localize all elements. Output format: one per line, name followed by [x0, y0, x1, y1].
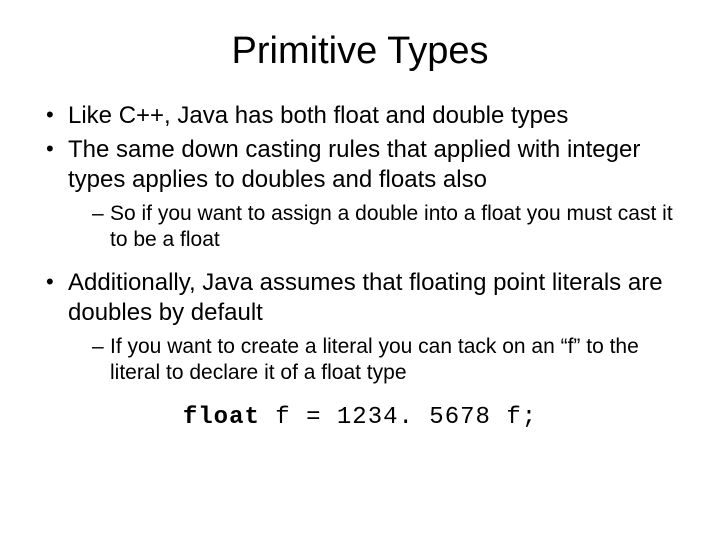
bullet-item: Like C++, Java has both float and double… — [46, 101, 680, 131]
sub-bullet-item: So if you want to assign a double into a… — [92, 201, 680, 254]
code-keyword: float — [183, 404, 260, 431]
code-rest: f = 1234. 5678 f; — [260, 404, 537, 431]
code-example: float f = 1234. 5678 f; — [40, 404, 680, 431]
sub-bullet-list: So if you want to assign a double into a… — [68, 201, 680, 254]
bullet-item: Additionally, Java assumes that floating… — [46, 268, 680, 387]
sub-bullet-list: If you want to create a literal you can … — [68, 334, 680, 387]
bullet-item: The same down casting rules that applied… — [46, 135, 680, 254]
slide-title: Primitive Types — [40, 30, 680, 73]
sub-bullet-item: If you want to create a literal you can … — [92, 334, 680, 387]
bullet-text: Additionally, Java assumes that floating… — [68, 269, 663, 326]
slide: Primitive Types Like C++, Java has both … — [0, 0, 720, 540]
bullet-list: Like C++, Java has both float and double… — [40, 101, 680, 386]
bullet-text: The same down casting rules that applied… — [68, 136, 640, 193]
